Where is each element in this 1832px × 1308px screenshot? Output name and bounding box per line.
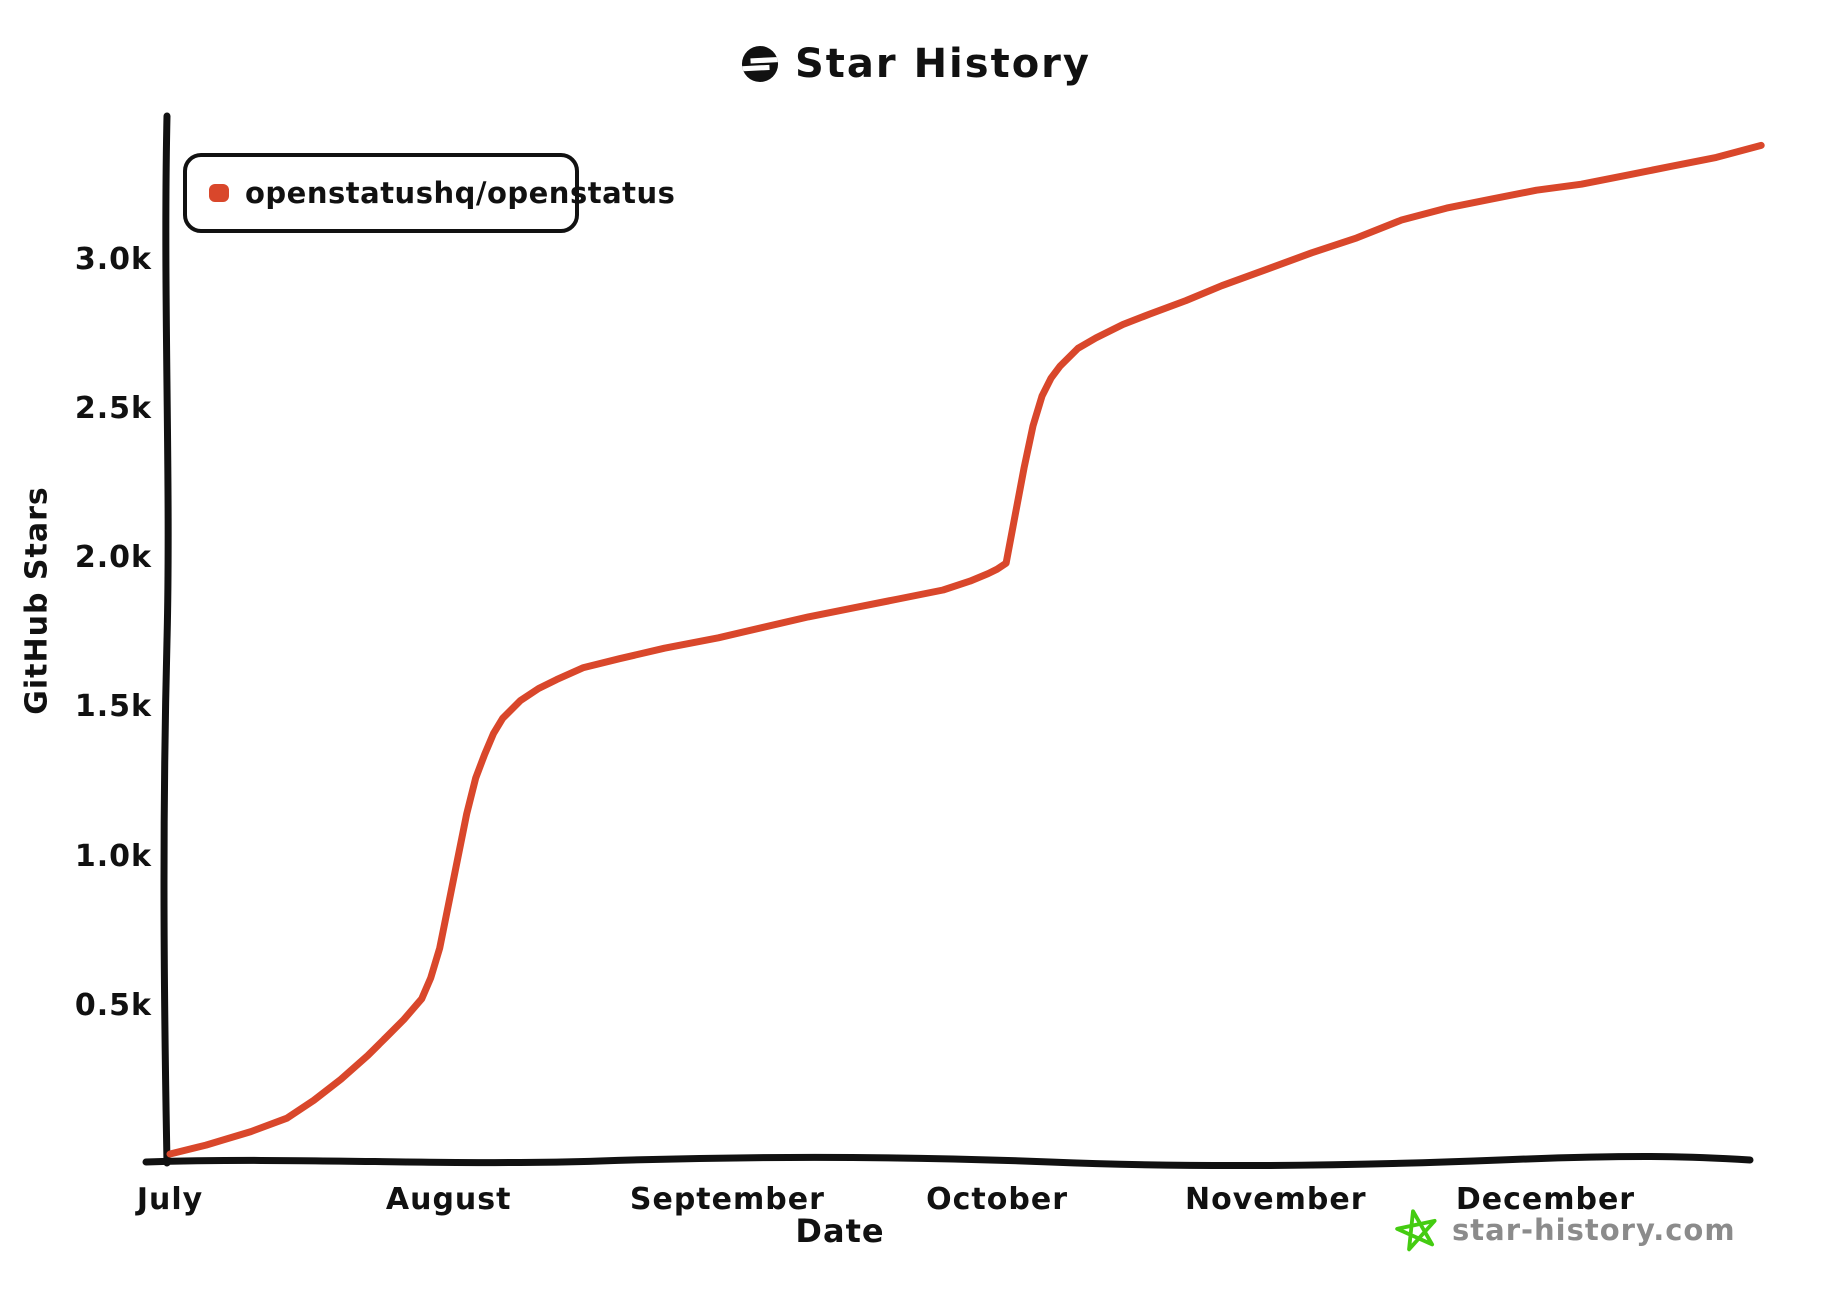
series-line-openstatushq-openstatus <box>166 141 1765 1158</box>
y-tick-label-2.5k: 2.5k <box>74 391 152 426</box>
legend: openstatushq/openstatus <box>183 153 675 233</box>
x-tick-label-december: December <box>1455 1182 1636 1217</box>
page-title: Star History <box>795 41 1091 87</box>
legend-series-marker <box>209 184 229 202</box>
y-tick-label-2.0k: 2.0k <box>74 540 152 576</box>
x-axis-line <box>142 1153 1754 1170</box>
green-star-icon <box>1395 1209 1437 1252</box>
x-axis-title: Date <box>795 1212 885 1250</box>
star-history-logo-icon <box>741 45 779 83</box>
x-tick-label-august: August <box>385 1182 512 1217</box>
y-tick-label-1.0k: 1.0k <box>74 838 152 874</box>
x-tick-label-october: October <box>926 1182 1068 1217</box>
x-tick-label-july: July <box>136 1182 204 1217</box>
y-tick-label-3.0k: 3.0k <box>74 241 152 277</box>
watermark-text: star-history.com <box>1452 1213 1736 1247</box>
watermark: star-history.com <box>1394 1204 1736 1256</box>
y-tick-label-0.5k: 0.5k <box>74 987 152 1023</box>
x-tick-label-september: September <box>629 1182 825 1217</box>
legend-series-label: openstatushq/openstatus <box>245 176 676 210</box>
chart-title-row: Star History <box>0 36 1832 92</box>
y-tick-label-1.5k: 1.5k <box>74 689 152 725</box>
x-tick-label-november: November <box>1185 1182 1367 1217</box>
y-axis-line <box>160 112 172 1167</box>
